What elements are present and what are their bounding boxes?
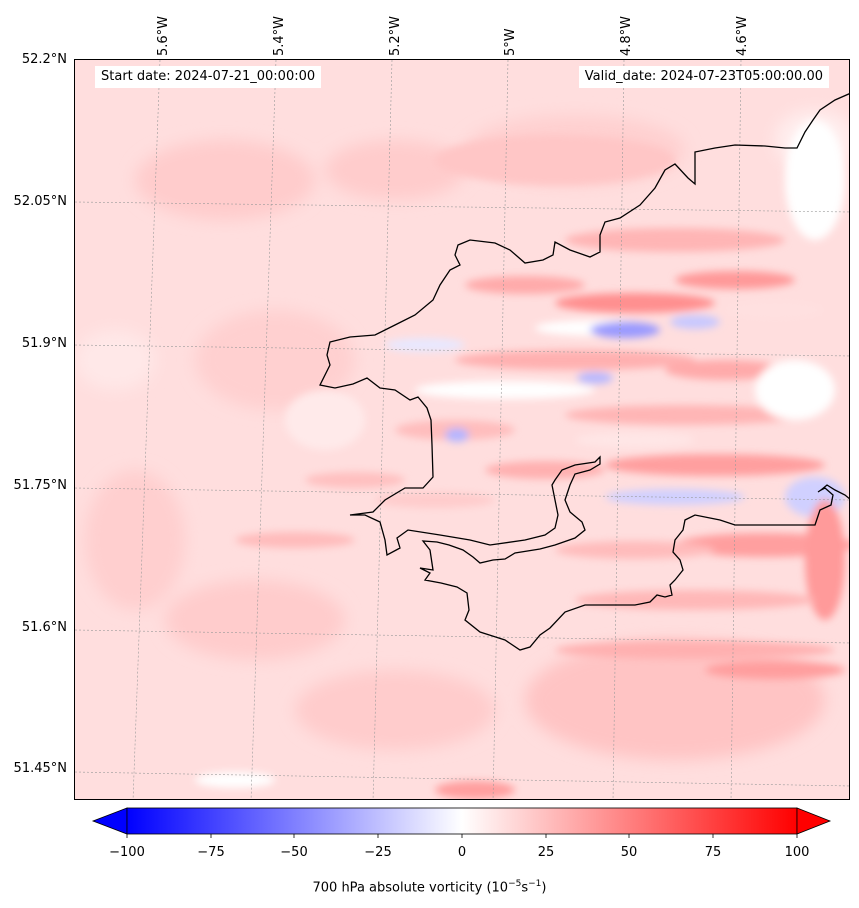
lon-label-4.8W: 4.8°W <box>619 15 634 56</box>
start-date-label: Start date: 2024-07-21_00:00:00 <box>95 66 322 88</box>
parallel-52.05N <box>75 201 849 213</box>
lon-label-5.4W: 5.4°W <box>272 15 287 56</box>
colorbar-tick-label: −50 <box>280 845 308 860</box>
colorbar-gradient <box>126 807 798 835</box>
colorbar-tick-label: 0 <box>457 845 467 860</box>
map-panel <box>74 59 850 800</box>
meridian-5.6W <box>132 60 161 799</box>
colorbar-extend-max <box>796 807 832 835</box>
colorbar-tick-label: 50 <box>620 845 638 860</box>
parallel-51.75N <box>75 487 849 501</box>
parallel-51.45N <box>75 771 849 787</box>
colorbar-label-end: ) <box>541 880 547 896</box>
meridian-4.6W <box>730 60 742 799</box>
lat-label-51.45N: 51.45°N <box>13 761 67 776</box>
lat-label-51.75N: 51.75°N <box>13 478 67 493</box>
meridian-5.4W <box>250 60 277 799</box>
colorbar-tick-label: 100 <box>784 845 810 860</box>
lon-label-5.6W: 5.6°W <box>156 15 171 56</box>
colorbar-tick-label: 75 <box>704 845 722 860</box>
parallel-51.6N <box>75 629 849 644</box>
colorbar-tick-label: −25 <box>364 845 392 860</box>
coastline-main <box>319 93 849 651</box>
parallel-51.9N <box>75 344 849 357</box>
colorbar-label: 700 hPa absolute vorticity (10−5s−1) <box>0 879 859 895</box>
colorbar-tick-label: −75 <box>197 845 225 860</box>
lon-label-4.6W: 4.6°W <box>735 15 750 56</box>
colorbar-extend-min <box>91 807 128 835</box>
meridian-5.2W <box>372 60 393 799</box>
lat-label-51.9N: 51.9°N <box>21 336 67 351</box>
field-patches-light <box>75 110 849 760</box>
colorbar-label-exp2: −1 <box>528 879 542 889</box>
vorticity-field <box>75 60 849 799</box>
colorbar-tick-marks <box>126 834 798 838</box>
coastline <box>319 93 849 651</box>
colorbar-label-mid: s <box>521 880 529 896</box>
lon-label-5W: 5°W <box>503 28 518 56</box>
lat-label-52.2N: 52.2°N <box>21 52 67 67</box>
graticule <box>75 60 849 799</box>
valid-date-label: Valid_date: 2024-07-23T05:00:00.00 <box>578 66 829 88</box>
lat-label-51.6N: 51.6°N <box>21 620 67 635</box>
meridian-5W <box>492 60 509 799</box>
colorbar-tick-label: −100 <box>109 845 145 860</box>
colorbar-tick-label: 25 <box>537 845 555 860</box>
lat-label-52.05N: 52.05°N <box>13 194 67 209</box>
colorbar-label-exp1: −5 <box>508 879 522 889</box>
colorbar <box>91 807 832 838</box>
meridian-4.8W <box>612 60 625 799</box>
colorbar-label-text: 700 hPa absolute vorticity (10 <box>312 880 509 896</box>
lon-label-5.2W: 5.2°W <box>388 15 403 56</box>
